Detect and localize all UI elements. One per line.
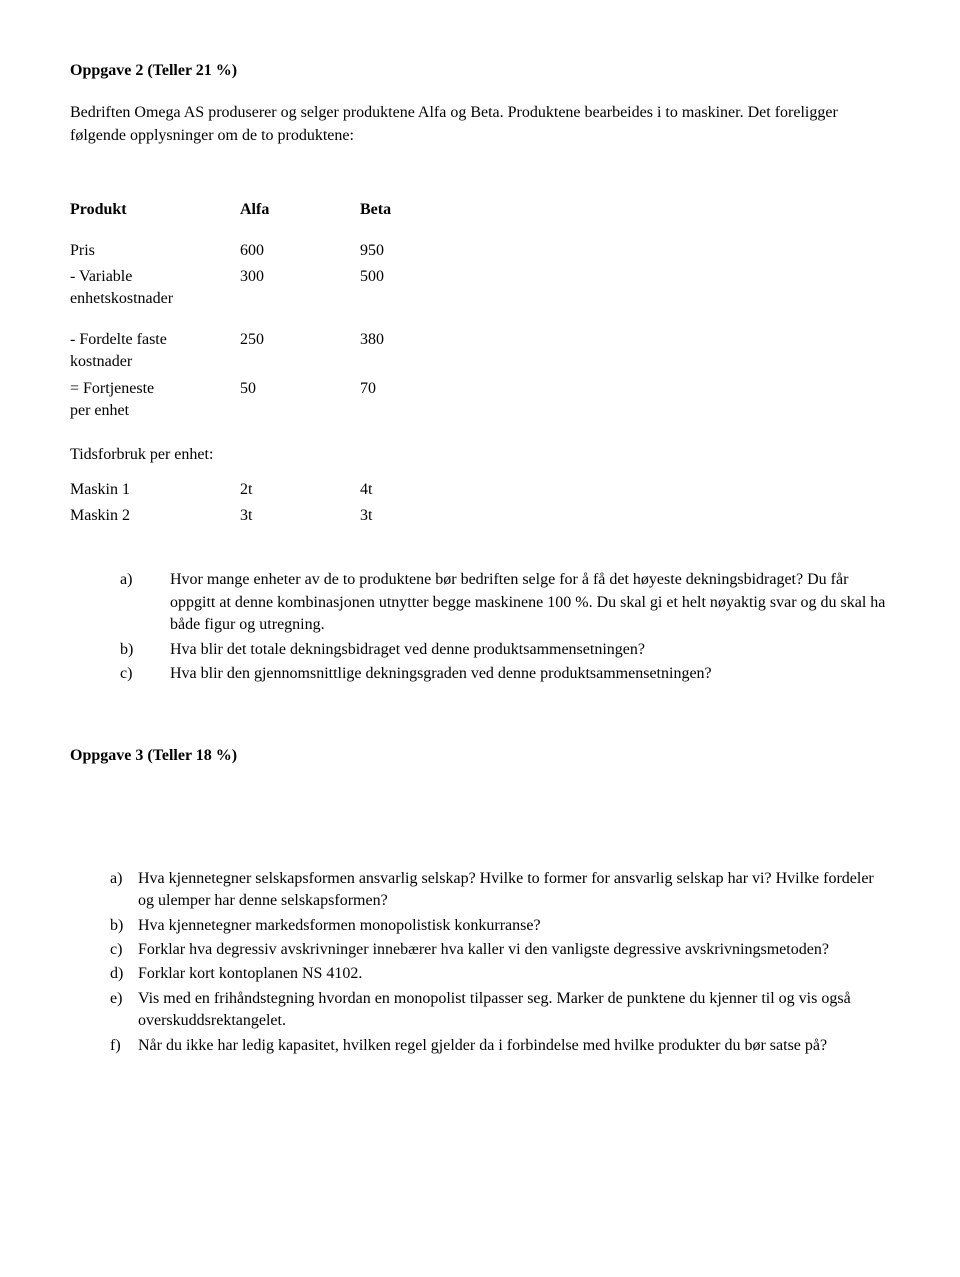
table-cell: 300 — [240, 264, 360, 313]
oppgave3-questions: a) Hva kjennetegner selskapsformen ansva… — [70, 868, 890, 1057]
cell-line: = Fortjeneste — [70, 380, 154, 397]
table-header-produkt: Produkt — [70, 197, 240, 223]
question-item: c) Forklar hva degressiv avskrivninger i… — [110, 939, 890, 961]
table-cell: - Variable enhetskostnader — [70, 264, 240, 313]
question-item: e) Vis med en frihåndstegning hvordan en… — [110, 988, 890, 1033]
table-cell: 380 — [360, 327, 480, 376]
table-cell: 4t — [360, 477, 480, 503]
table-cell: 2t — [240, 477, 360, 503]
cell-line: per enhet — [70, 402, 129, 419]
question-text: Hvor mange enheter av de to produktene b… — [170, 569, 890, 636]
question-text: Hva kjennetegner markedsformen monopolis… — [138, 915, 890, 937]
oppgave2-title: Oppgave 2 (Teller 21 %) — [70, 60, 890, 82]
question-item: c) Hva blir den gjennomsnittlige dekning… — [120, 663, 890, 685]
question-text: Hva kjennetegner selskapsformen ansvarli… — [138, 868, 890, 913]
table-cell: 600 — [240, 238, 360, 264]
question-marker: e) — [110, 988, 138, 1033]
question-marker: c) — [120, 663, 170, 685]
question-marker: b) — [110, 915, 138, 937]
question-text: Forklar hva degressiv avskrivninger inne… — [138, 939, 890, 961]
table-header-alfa: Alfa — [240, 197, 360, 223]
question-item: f) Når du ikke har ledig kapasitet, hvil… — [110, 1035, 890, 1057]
question-marker: a) — [120, 569, 170, 636]
table-cell: 70 — [360, 376, 480, 425]
cell-line: - Fordelte faste — [70, 331, 167, 348]
table-cell: 3t — [240, 503, 360, 529]
table-cell: Maskin 2 — [70, 503, 240, 529]
table-cell: = Fortjeneste per enhet — [70, 376, 240, 425]
table-cell: 50 — [240, 376, 360, 425]
table-cell: - Fordelte faste kostnader — [70, 327, 240, 376]
question-marker: d) — [110, 963, 138, 985]
tidsforbruk-table: Maskin 1 2t 4t Maskin 2 3t 3t — [70, 477, 480, 530]
question-text: Hva blir den gjennomsnittlige dekningsgr… — [170, 663, 890, 685]
table-cell: Pris — [70, 238, 240, 264]
question-text: Vis med en frihåndstegning hvordan en mo… — [138, 988, 890, 1033]
cell-line: kostnader — [70, 353, 132, 370]
oppgave3-title: Oppgave 3 (Teller 18 %) — [70, 745, 890, 767]
question-item: a) Hvor mange enheter av de to produkten… — [120, 569, 890, 636]
tidsforbruk-heading: Tidsforbruk per enhet: — [70, 444, 890, 466]
table-cell: 3t — [360, 503, 480, 529]
question-marker: f) — [110, 1035, 138, 1057]
cell-line: - Variable — [70, 268, 132, 285]
table-header-beta: Beta — [360, 197, 480, 223]
question-item: b) Hva kjennetegner markedsformen monopo… — [110, 915, 890, 937]
table-cell: 250 — [240, 327, 360, 376]
table-cell: 950 — [360, 238, 480, 264]
question-marker: c) — [110, 939, 138, 961]
oppgave2-intro: Bedriften Omega AS produserer og selger … — [70, 102, 890, 147]
oppgave2-questions: a) Hvor mange enheter av de to produkten… — [70, 569, 890, 685]
question-item: b) Hva blir det totale dekningsbidraget … — [120, 639, 890, 661]
question-item: a) Hva kjennetegner selskapsformen ansva… — [110, 868, 890, 913]
question-marker: b) — [120, 639, 170, 661]
question-text: Hva blir det totale dekningsbidraget ved… — [170, 639, 890, 661]
question-text: Forklar kort kontoplanen NS 4102. — [138, 963, 890, 985]
table-cell: 500 — [360, 264, 480, 313]
table-cell: Maskin 1 — [70, 477, 240, 503]
question-marker: a) — [110, 868, 138, 913]
question-item: d) Forklar kort kontoplanen NS 4102. — [110, 963, 890, 985]
oppgave2-product-table: Produkt Alfa Beta Pris 600 950 - Variabl… — [70, 197, 480, 424]
question-text: Når du ikke har ledig kapasitet, hvilken… — [138, 1035, 890, 1057]
cell-line: enhetskostnader — [70, 290, 173, 307]
